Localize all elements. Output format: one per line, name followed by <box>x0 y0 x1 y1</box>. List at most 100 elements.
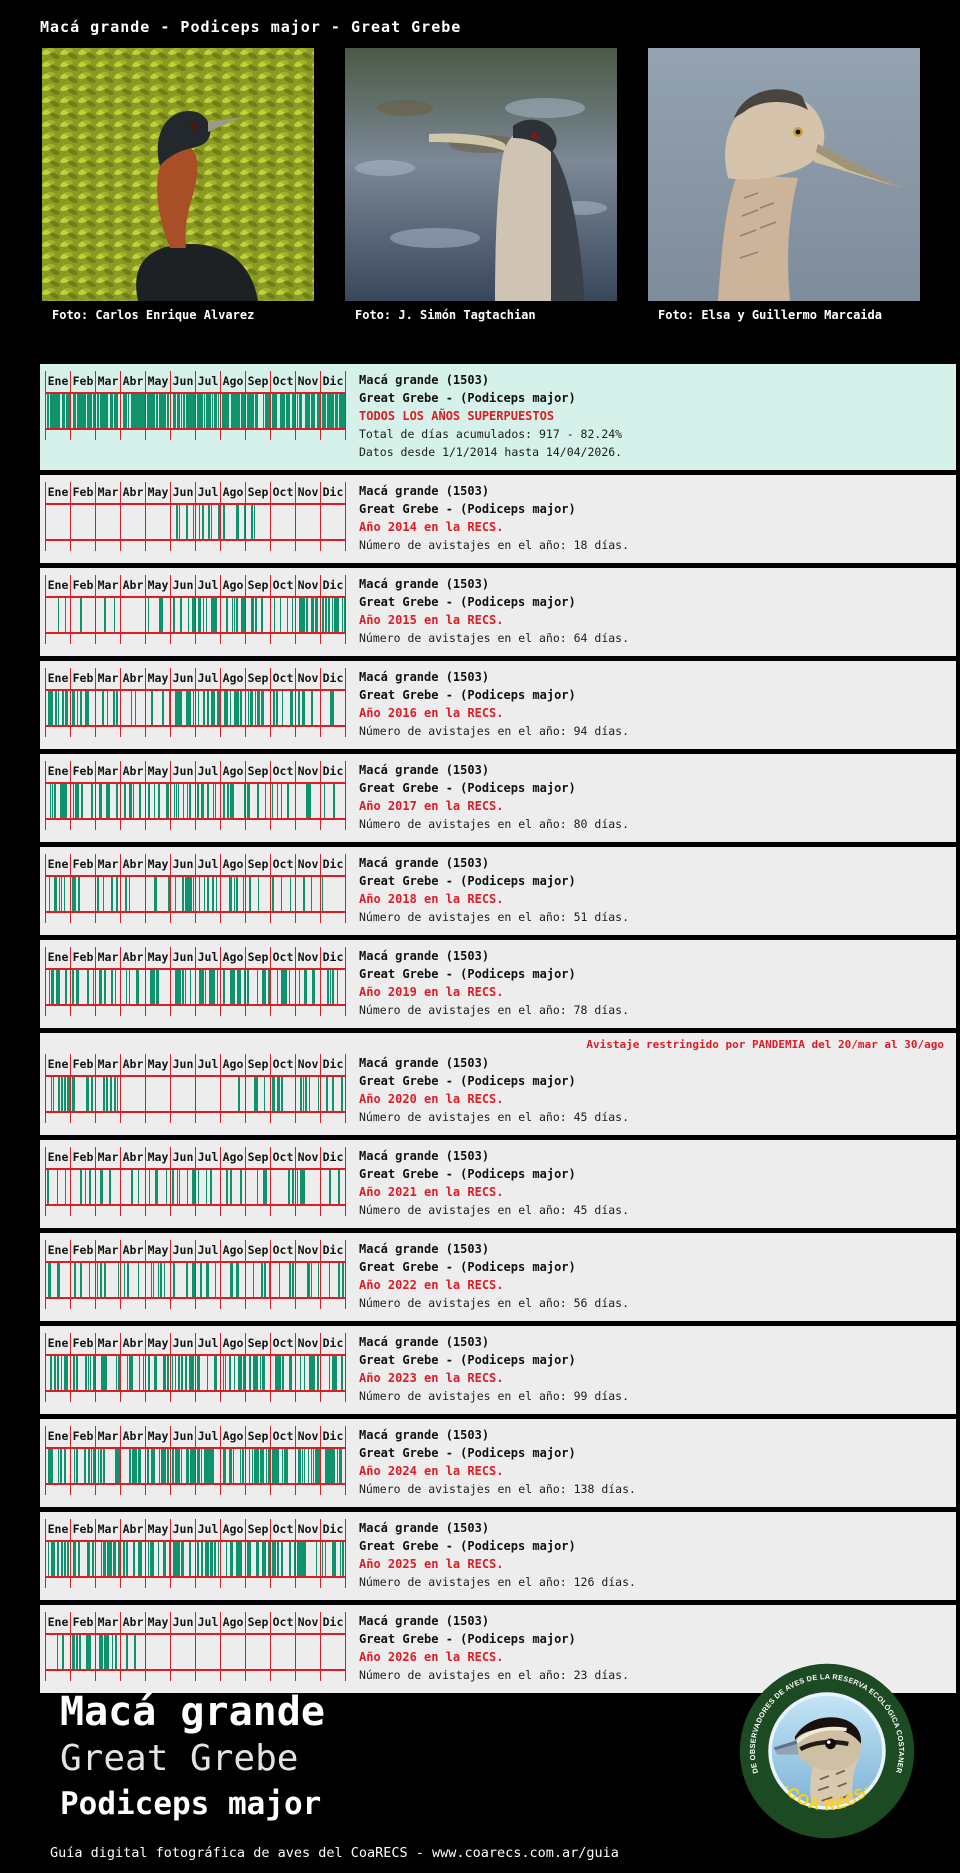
year-chart-block: Avistaje restringido por PANDEMIA del 20… <box>40 1033 956 1135</box>
sighting-day-bar <box>158 784 160 818</box>
photo-credit-2: Foto: J. Simón Tagtachian <box>355 308 536 322</box>
photo-credit-row: Foto: Carlos Enrique Alvarez Foto: J. Si… <box>42 308 960 322</box>
sighting-day-bar <box>88 1635 90 1669</box>
sighting-day-bar <box>127 1263 129 1297</box>
month-bars-cell <box>245 598 270 632</box>
month-bars-cell <box>45 1356 70 1390</box>
sighting-day-bar <box>206 877 209 911</box>
month-tick <box>170 820 195 830</box>
sighting-day-bar <box>84 394 86 428</box>
month-bars-cell <box>95 784 120 818</box>
sighting-day-bar <box>100 1170 102 1204</box>
sighting-day-bar <box>336 394 338 428</box>
month-tick <box>320 1113 345 1123</box>
month-tick <box>145 1299 170 1309</box>
month-label: Jul <box>195 1426 220 1447</box>
month-bars-cell <box>270 505 295 539</box>
sighting-day-bar <box>132 784 135 818</box>
month-bars-cell <box>270 1449 295 1483</box>
sighting-day-bar <box>106 394 108 428</box>
month-bars-cell <box>45 505 70 539</box>
species-sci-line: Great Grebe - (Podiceps major) <box>359 1632 576 1646</box>
sighting-day-bar <box>88 1542 90 1576</box>
sighting-day-bar <box>134 1449 136 1483</box>
month-bars-cell <box>120 1635 145 1669</box>
sighting-day-bar <box>254 1356 257 1390</box>
month-bars-cell <box>270 691 295 725</box>
sighting-day-bar <box>310 394 313 428</box>
sighting-day-bar <box>131 394 134 428</box>
sighting-day-bar <box>341 394 344 428</box>
month-tick <box>45 634 70 644</box>
sighting-day-bar <box>328 1356 331 1390</box>
sighting-day-bar <box>154 1356 156 1390</box>
sighting-day-bar <box>182 877 184 911</box>
sighting-day-bar <box>318 394 321 428</box>
month-label: Sep <box>245 1519 270 1540</box>
month-bars-cell <box>195 394 220 428</box>
sighting-day-bar <box>48 1263 50 1297</box>
sighting-day-bar <box>210 1449 213 1483</box>
grebe-photo-1[interactable] <box>42 48 314 301</box>
sighting-day-bar <box>243 1356 245 1390</box>
sighting-day-bar <box>281 970 283 1004</box>
sighting-day-bar <box>213 598 216 632</box>
sighting-day-bar <box>92 1449 95 1483</box>
sighting-day-bar <box>178 1170 181 1204</box>
month-ticks-row <box>45 430 346 440</box>
species-name-line: Macá grande (1503) <box>359 1149 490 1163</box>
month-label: Nov <box>295 1147 320 1168</box>
month-tick <box>45 1206 70 1216</box>
sighting-day-bar <box>117 1263 120 1297</box>
month-tick <box>70 541 95 551</box>
month-label: Oct <box>270 1147 295 1168</box>
sighting-day-bar <box>214 1542 216 1576</box>
month-bars-cell <box>320 970 345 1004</box>
sighting-day-bar <box>304 394 307 428</box>
month-tick <box>145 820 170 830</box>
month-bars-cell <box>295 1542 320 1576</box>
sighting-day-bar <box>251 598 253 632</box>
sighting-day-bar <box>316 598 318 632</box>
sighting-day-bar <box>84 1170 87 1204</box>
month-bars-cell <box>120 1170 145 1204</box>
year-chart-block: Ene Feb Mar Abr May Jun Jul Ago Sep Oct Nov Dic Mac… <box>40 940 956 1028</box>
sighting-day-bar <box>178 505 181 539</box>
seasonal-barcode-chart: Ene Feb Mar Abr May Jun Jul Ago Sep Oct Nov Dic <box>45 482 346 554</box>
sighting-day-bar <box>303 1356 306 1390</box>
sighting-day-bar <box>265 1449 268 1483</box>
block-info: Macá grande (1503) Great Grebe - (Podice… <box>359 947 629 1019</box>
month-label: Ago <box>220 854 245 875</box>
month-tick <box>320 1578 345 1588</box>
month-tick <box>120 727 145 737</box>
sighting-day-bar <box>202 784 205 818</box>
sighting-day-bar <box>325 598 327 632</box>
sighting-day-bar <box>151 691 153 725</box>
sighting-day-bar <box>327 970 329 1004</box>
sighting-day-bar <box>279 394 282 428</box>
sighting-day-bar <box>151 1449 153 1483</box>
sighting-day-bar <box>186 1449 188 1483</box>
month-label: Ago <box>220 1426 245 1447</box>
month-label: Oct <box>270 575 295 596</box>
sighting-day-bar <box>176 970 178 1004</box>
sighting-day-bar <box>163 1542 165 1576</box>
month-tick <box>195 1113 220 1123</box>
month-bars-cell <box>70 1263 95 1297</box>
month-tick <box>320 1671 345 1681</box>
photo-row <box>42 48 960 301</box>
sighting-day-bar <box>324 394 326 428</box>
sighting-day-bar <box>175 1542 178 1576</box>
sighting-day-bar <box>332 1077 334 1111</box>
month-tick <box>195 1392 220 1402</box>
sighting-day-bar <box>64 1449 66 1483</box>
block-row: Ene Feb Mar Abr May Jun Jul Ago Sep Oct Nov Dic Mac… <box>45 761 946 833</box>
sighting-day-bar <box>239 1449 242 1483</box>
sighting-day-bar <box>285 394 288 428</box>
sighting-day-bar <box>342 1542 345 1576</box>
sighting-day-bar <box>175 1449 177 1483</box>
grebe-photo-3[interactable] <box>648 48 920 301</box>
grebe-photo-2[interactable] <box>345 48 617 301</box>
month-label: Abr <box>120 947 145 968</box>
sighting-day-bar <box>256 394 259 428</box>
